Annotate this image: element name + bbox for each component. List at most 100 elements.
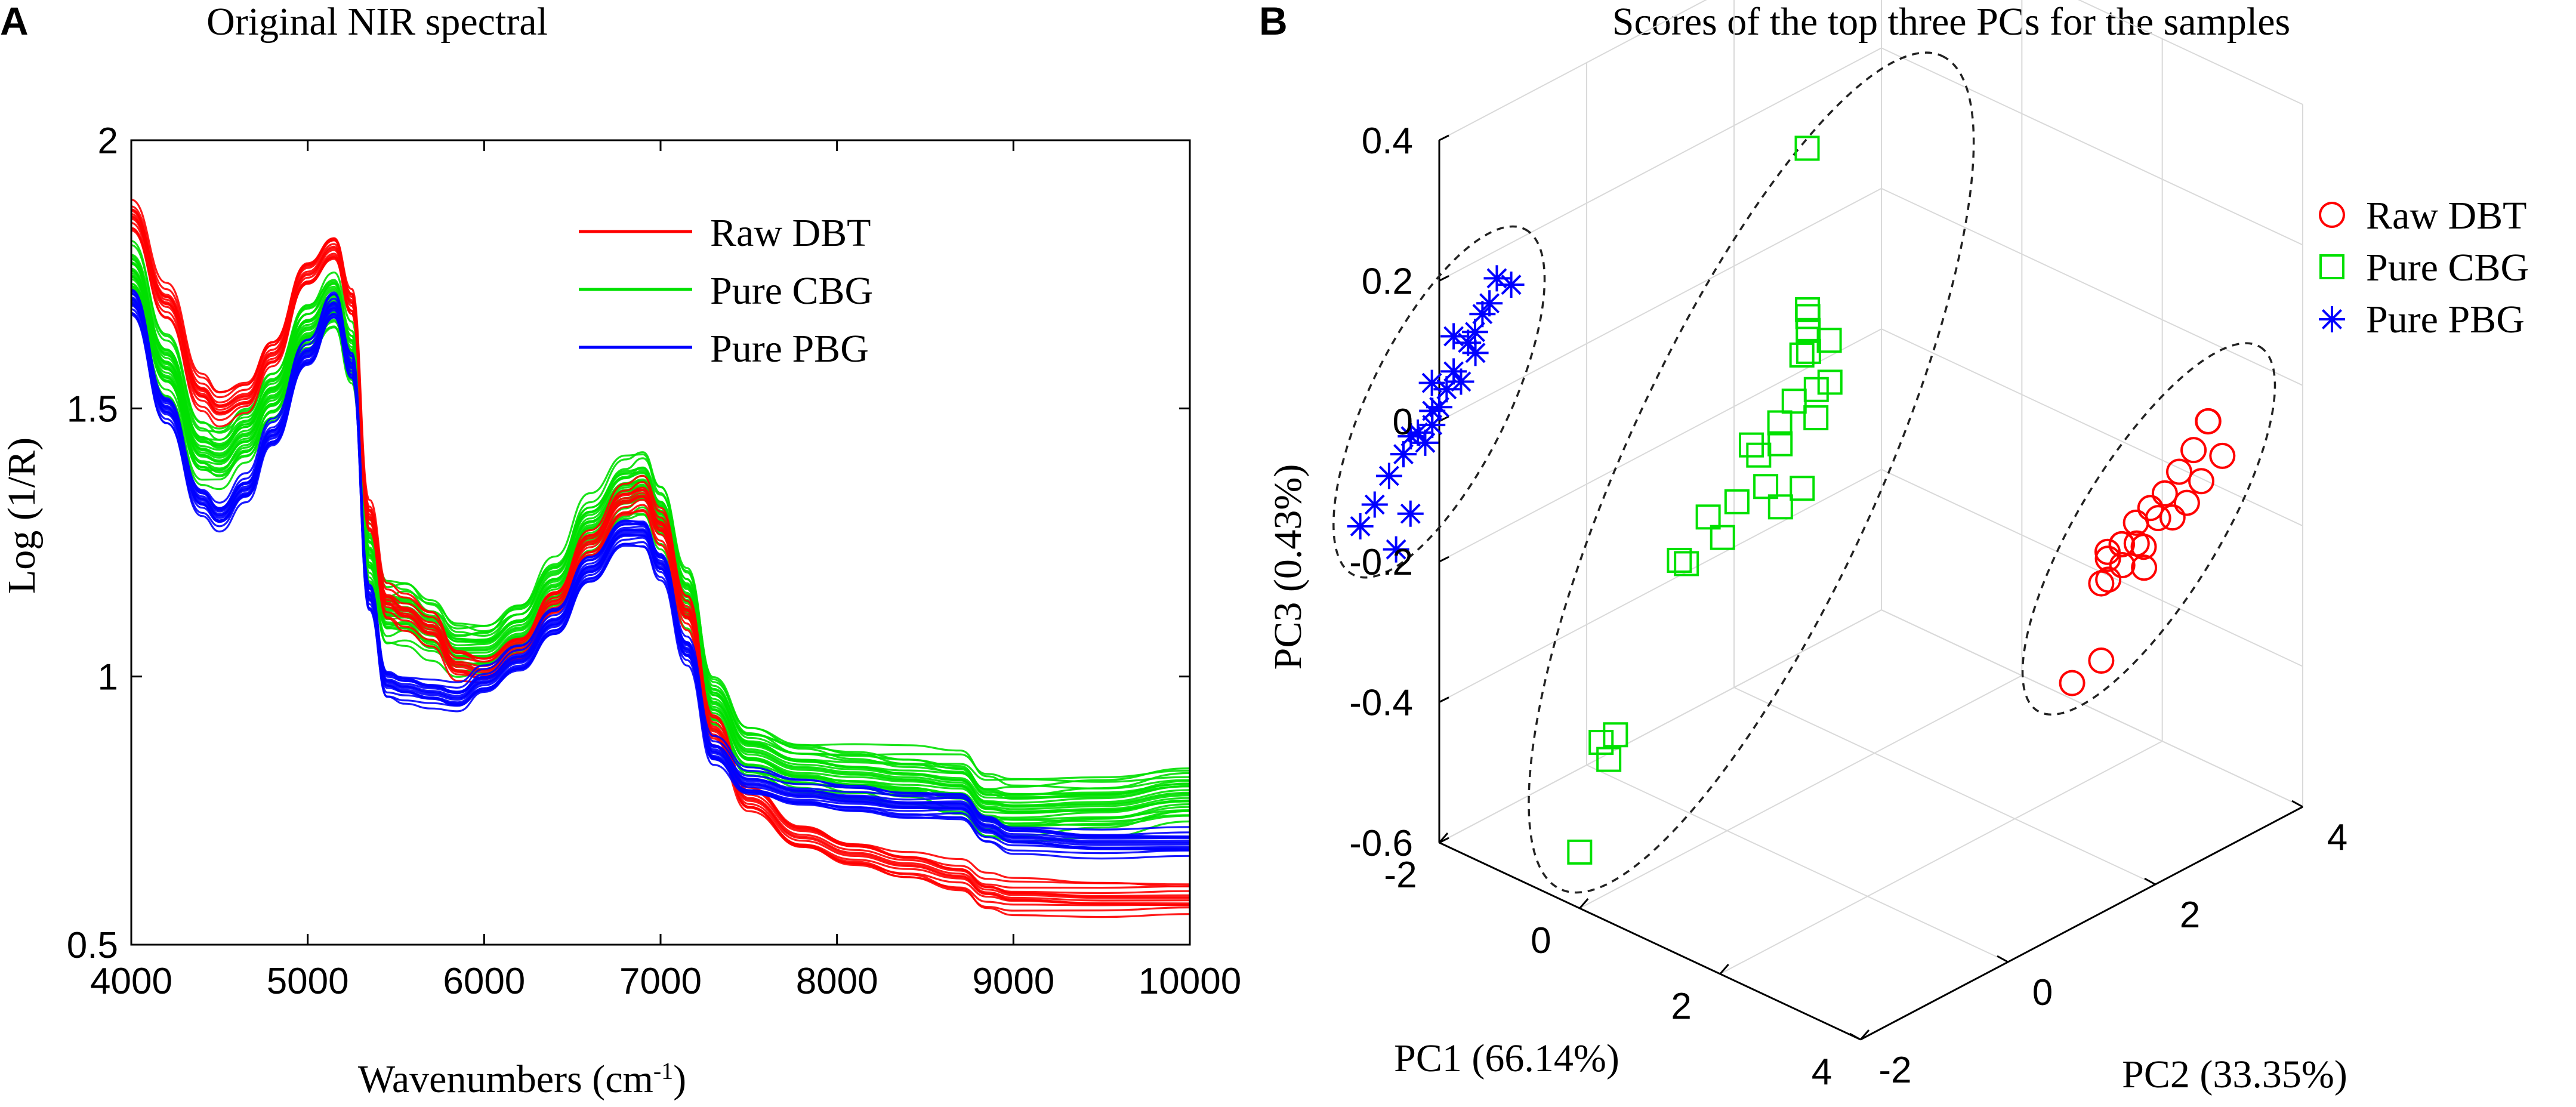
floor-grid-line	[1586, 764, 2009, 963]
z-tick-mark	[1439, 696, 1449, 703]
chart-a-x-axis-label-main: Wavenumbers (cm	[358, 1057, 653, 1101]
data-point	[1596, 747, 1622, 772]
asterisk-marker	[1419, 412, 1446, 439]
legend-b-pure-cbg-label: Pure CBG	[2366, 246, 2529, 289]
chart-a-y-axis-label: Log (1/R)	[0, 437, 44, 594]
legend-a-pure-pbg-label: Pure PBG	[710, 327, 869, 371]
asterisk-marker	[1397, 423, 1424, 450]
wall-grid-line	[2078, 0, 2303, 105]
chart-b-y-axis-label: PC2 (33.35%)	[2122, 1053, 2347, 1096]
y-tick-label: -2	[1878, 1050, 1911, 1091]
data-point	[2145, 505, 2171, 532]
legend-b-pure-pbg-label: Pure PBG	[2366, 298, 2525, 341]
data-point	[2165, 458, 2192, 485]
panel-a: A Original NIR spectral 4000 5000 6000 7000…	[0, 0, 1241, 1101]
x-tick-label: 5000	[267, 961, 349, 1002]
asterisk-stroke	[1458, 332, 1479, 353]
data-point	[1674, 551, 1699, 576]
data-point	[2159, 504, 2186, 531]
pc1-axis-line	[1439, 841, 1861, 1041]
chart-a-title: Original NIR spectral	[206, 0, 548, 44]
wall-grid-line	[1881, 47, 2303, 246]
chart-a-y-tick-labels: 0.5 1 1.5 2	[67, 121, 118, 966]
y-tick-label: 1.5	[67, 388, 118, 430]
asterisk-stroke	[1350, 516, 1371, 536]
asterisk-stroke	[1486, 268, 1507, 289]
y-tick-label: 1	[98, 657, 118, 698]
data-point	[1790, 476, 1815, 501]
data-point	[1794, 135, 1820, 161]
x-tick-mark	[1579, 898, 1589, 909]
x-tick-label: -2	[1384, 855, 1417, 896]
wall-grid-line	[1439, 468, 1882, 703]
asterisk-stroke	[1386, 539, 1406, 560]
data-point	[1588, 730, 1614, 756]
spectrum-curve	[131, 240, 1190, 790]
spectrum-curve	[131, 301, 1190, 844]
z-tick-mark	[1439, 134, 1449, 141]
legend-b-pure-cbg: Pure CBG	[2319, 246, 2529, 289]
x-tick-label: 10000	[1139, 961, 1241, 1002]
asterisk-marker	[1498, 272, 1525, 298]
x-tick-mark	[1719, 964, 1729, 975]
chart-b-points	[1347, 135, 2236, 865]
wall-grid-line	[1881, 468, 2303, 667]
asterisk-stroke	[1400, 426, 1421, 447]
y-tick-label: 0	[2032, 972, 2053, 1013]
data-point	[2088, 647, 2115, 674]
legend-b-pure-cbg-marker	[2319, 254, 2344, 279]
legend-a-pure-cbg: Pure CBG	[579, 269, 873, 313]
spectrum-curve	[131, 270, 1190, 807]
data-point	[1767, 410, 1793, 436]
z-tick-label: 0	[1393, 402, 1413, 443]
spectrum-curve	[131, 276, 1190, 813]
asterisk-stroke	[1451, 371, 1471, 392]
panel-b-letter: B	[1259, 0, 1288, 43]
legend-b-raw-dbt-label: Raw DBT	[2366, 194, 2526, 238]
legend-a-pure-cbg-label: Pure CBG	[710, 269, 873, 313]
y-tick-label: 2	[2180, 895, 2200, 936]
asterisk-marker	[1448, 368, 1474, 395]
wall-grid-line	[1881, 187, 2303, 386]
data-point	[1753, 474, 1779, 499]
data-point	[2195, 408, 2222, 434]
asterisk-marker	[1476, 290, 1503, 317]
y-tick-mark	[2291, 800, 2303, 808]
cluster-ellipse	[1528, 51, 1975, 894]
panel-b: B Scores of the top three PCs for the sa…	[1259, 0, 2529, 1096]
chart-a-x-tick-labels: 4000 5000 6000 7000 8000 9000 10000	[90, 961, 1241, 1002]
legend-a-pure-pbg: Pure PBG	[579, 327, 869, 371]
asterisk-stroke	[1443, 326, 1464, 347]
data-point	[1803, 377, 1829, 402]
z-tick-mark	[1439, 275, 1449, 282]
x-tick-label: 6000	[443, 961, 525, 1002]
x-tick-mark	[1859, 1029, 1870, 1040]
x-tick-label: 8000	[796, 961, 878, 1002]
data-point	[2173, 489, 2200, 516]
chart-b-tick-labels: -0.6 -0.4 -0.2 0 0.2 0.4 -2 0 2 4 -2 0 2 4	[1349, 121, 2347, 1093]
asterisk-stroke	[1378, 465, 1399, 486]
x-tick-label: 4000	[90, 961, 172, 1002]
data-point	[1567, 839, 1593, 865]
chart-b-cluster-ellipses	[1332, 51, 2276, 894]
asterisk-marker	[1361, 491, 1388, 518]
data-point	[2108, 531, 2135, 558]
data-point	[2094, 538, 2121, 565]
data-point	[2131, 554, 2158, 581]
y-tick-mark	[1997, 955, 2009, 963]
legend-b-raw-dbt: Raw DBT	[2319, 194, 2526, 238]
asterisk-marker	[1440, 323, 1467, 350]
data-point	[1710, 525, 1735, 550]
data-point	[1603, 722, 1628, 748]
data-point	[2094, 545, 2121, 572]
z-tick-label: 0.4	[1362, 121, 1413, 162]
data-point	[1803, 405, 1829, 431]
asterisk-marker	[1383, 536, 1409, 563]
data-point	[2095, 566, 2122, 593]
panel-a-letter: A	[0, 0, 29, 43]
asterisk-stroke	[1501, 275, 1522, 295]
floor-grid-line	[1720, 741, 2163, 975]
x-tick-label: 0	[1531, 920, 1551, 961]
cluster-ellipse	[2021, 342, 2276, 716]
x-tick-label: 9000	[972, 961, 1054, 1002]
